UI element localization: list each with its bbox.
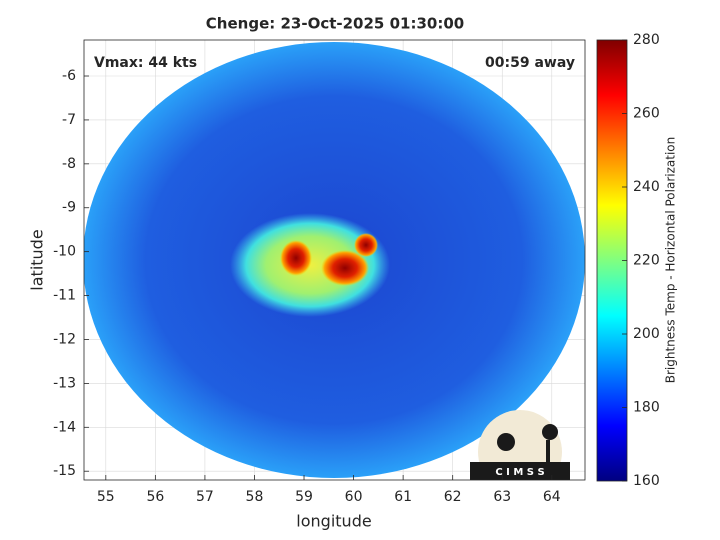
y-tick-label: -9 — [62, 200, 76, 216]
hot-spot — [321, 250, 369, 286]
colorbar-tick-label: 180 — [633, 400, 660, 416]
x-tick-label: 64 — [543, 489, 561, 505]
y-tick-label: -6 — [62, 68, 76, 84]
colorbar-tick-label: 240 — [633, 179, 660, 195]
annotation: Vmax: 44 kts — [94, 55, 197, 71]
x-tick-label: 58 — [246, 489, 264, 505]
y-tick-label: -7 — [62, 112, 76, 128]
x-tick-label: 59 — [295, 489, 313, 505]
colorbar-tick-label: 160 — [633, 473, 660, 489]
axes-box — [83, 39, 586, 481]
y-axis-label: latitude — [28, 229, 47, 290]
image: C I M S S — [84, 42, 585, 480]
logo: C I M S S — [470, 410, 570, 480]
y-tick-label: -13 — [53, 375, 76, 391]
hot-spot — [354, 233, 378, 257]
colorbar-tick-label: 220 — [633, 253, 660, 269]
annotation: 00:59 away — [485, 55, 575, 71]
chart-title: Chenge: 23-Oct-2025 01:30:00 — [206, 15, 464, 33]
colorbar-tick-label: 200 — [633, 326, 660, 342]
colorbar-tick-label: 280 — [633, 32, 660, 48]
colorbar-label: Brightness Temp - Horizontal Polarizatio… — [664, 137, 678, 384]
x-tick-label: 62 — [444, 489, 462, 505]
x-tick-label: 56 — [146, 489, 164, 505]
logo-text: C I M S S — [495, 467, 544, 478]
colorbar-tick-label: 260 — [633, 106, 660, 122]
x-tick-label: 63 — [493, 489, 511, 505]
x-tick-label: 60 — [345, 489, 363, 505]
x-tick-label: 61 — [394, 489, 412, 505]
x-tick-label: 57 — [196, 489, 214, 505]
hot-spot — [280, 240, 312, 276]
y-tick-label: -15 — [53, 463, 76, 479]
y-tick-label: -14 — [53, 419, 76, 435]
y-tick-label: -11 — [53, 288, 76, 304]
y-tick-label: -10 — [53, 244, 76, 260]
y-tick-label: -8 — [62, 156, 76, 172]
y-tick-label: -12 — [53, 331, 76, 347]
x-axis-label: longitude — [296, 512, 371, 531]
x-tick-label: 55 — [97, 489, 115, 505]
